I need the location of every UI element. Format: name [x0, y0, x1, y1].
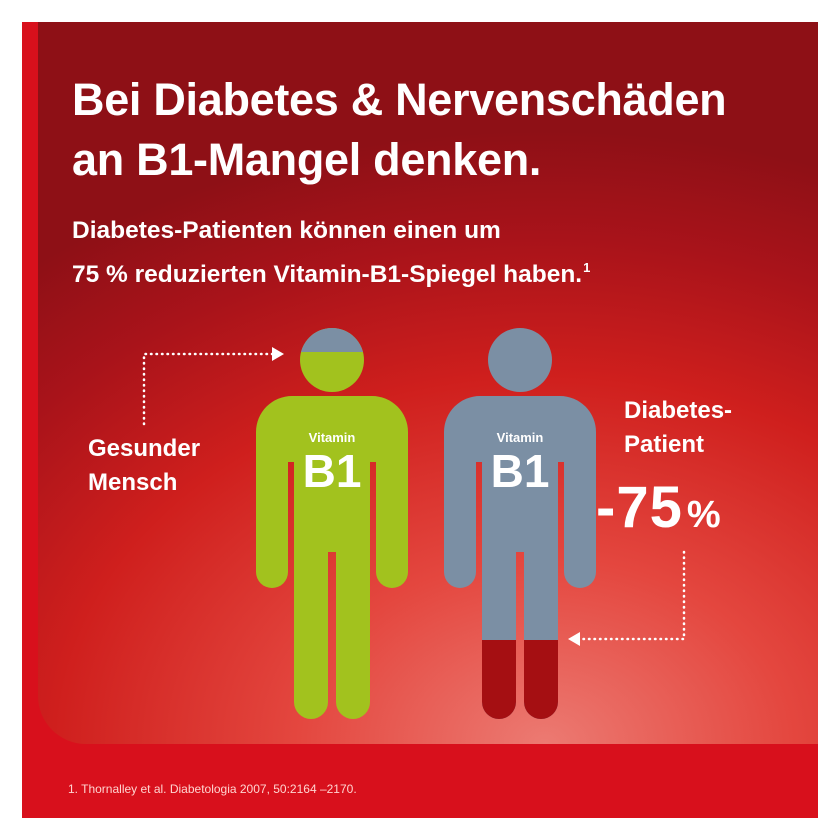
healthy-person-label: Gesunder Mensch: [88, 432, 200, 500]
figures-illustration: Vitamin B1 Vitamin B1: [142, 328, 686, 719]
footnote: 1. Thornalley et al. Diabetologia 2007, …: [68, 782, 357, 796]
page-title: Bei Diabetes & Nervenschäden an B1-Mange…: [72, 70, 727, 190]
healthy-body: [256, 396, 408, 719]
footnote-mark: 1: [583, 260, 591, 275]
title-line-1: Bei Diabetes & Nervenschäden: [72, 74, 727, 125]
healthy-vitamin-code: B1: [303, 445, 362, 497]
patient-vitamin-word: Vitamin: [497, 430, 544, 445]
healthy-person-figure: Vitamin B1: [256, 328, 408, 719]
subtitle: Diabetes-Patienten können einen um 75 % …: [72, 212, 590, 293]
patient-remaining-b1-fill: [444, 640, 596, 719]
patient-label-line-1: Diabetes-: [624, 397, 733, 424]
reduction-value: -75%: [596, 474, 721, 541]
healthy-pointer-arrow: [142, 347, 284, 426]
patient-vitamin-code: B1: [491, 445, 550, 497]
gradient-panel: [38, 22, 818, 744]
reduction-unit: %: [686, 494, 721, 536]
infographic-frame: Bei Diabetes & Nervenschäden an B1-Mange…: [22, 22, 818, 818]
healthy-label-line-2: Mensch: [88, 469, 178, 496]
subtitle-line-2: 75 % reduzierten Vitamin-B1-Spiegel habe…: [72, 261, 583, 288]
healthy-vitamin-word: Vitamin: [309, 430, 356, 445]
healthy-head: [300, 328, 364, 392]
patient-pointer-arrow: [568, 550, 686, 646]
reduction-number: -75: [596, 475, 683, 540]
healthy-label-line-1: Gesunder: [88, 435, 201, 462]
title-line-2: an B1-Mangel denken.: [72, 134, 542, 185]
patient-figure: Vitamin B1: [444, 328, 596, 719]
patient-label: Diabetes- Patient: [624, 394, 732, 462]
subtitle-line-1: Diabetes-Patienten können einen um: [72, 217, 501, 244]
patient-label-line-2: Patient: [624, 431, 705, 458]
patient-head: [488, 328, 552, 392]
